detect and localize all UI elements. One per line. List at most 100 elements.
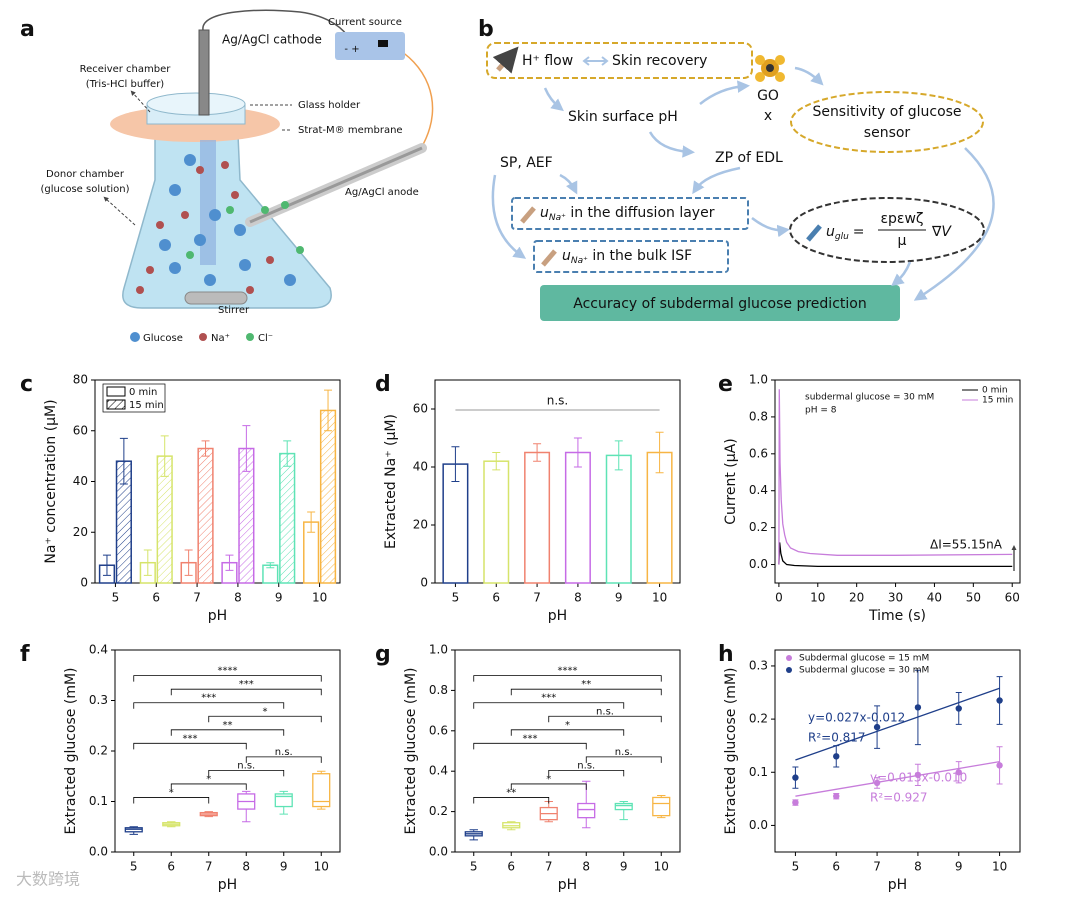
stirrer (184, 291, 248, 305)
node: H⁺ flow (522, 53, 573, 69)
legend-label: Na⁺ (211, 333, 230, 344)
bar (319, 409, 337, 584)
legend-marker (786, 655, 792, 661)
box (511, 197, 749, 230)
error-bar (184, 549, 193, 576)
y-tick-label: 60 (73, 423, 88, 437)
significance-bracket (133, 742, 247, 750)
axes-frame (774, 379, 1021, 584)
y-tick-label: 20 (413, 518, 428, 532)
y-tick-label: 80 (73, 373, 88, 387)
symbol: u (562, 248, 571, 264)
panel-label: h (718, 642, 734, 667)
y-tick-label: 0.0 (749, 557, 768, 571)
y-tick-label: 0.2 (749, 712, 768, 726)
x-tick-label: 6 (492, 591, 500, 605)
significance-label: n.s. (596, 706, 614, 717)
error-bar (160, 435, 169, 477)
particle (136, 286, 144, 294)
y-axis-label: Na⁺ concentration (μM) (43, 399, 59, 563)
x-tick-label: 5 (452, 591, 460, 605)
particle (226, 206, 234, 214)
diagram-a: Current source - + Ag/AgCl cathode Stirr… (40, 9, 434, 344)
box (652, 796, 671, 817)
flow-column (200, 140, 216, 265)
fit-r2: R²=0.927 (870, 791, 928, 805)
x-tick-label: 8 (574, 591, 582, 605)
y-tick-label: 0.2 (89, 744, 108, 758)
arrow (543, 87, 564, 112)
bar (279, 452, 296, 584)
error-bar (492, 452, 501, 471)
x-tick-label: 5 (792, 860, 800, 874)
axes-frame (434, 379, 681, 584)
legend-marker (130, 332, 140, 342)
legend-marker (246, 333, 254, 341)
denominator: μ (898, 233, 907, 249)
text: in the diffusion layer (566, 205, 715, 221)
arrow (794, 66, 824, 86)
diagram-b: H⁺ flow Skin recovery Skin surface pH GO… (486, 42, 995, 321)
legend-marker (199, 333, 207, 341)
legend-swatch (106, 399, 126, 410)
significance-bracket (473, 675, 662, 682)
significance-bracket (548, 715, 662, 723)
bar (483, 460, 510, 584)
significance-label: ** (581, 679, 591, 690)
y-tick-label: 40 (413, 460, 428, 474)
x-tick-label: 10 (314, 860, 329, 874)
x-tick-label: 5 (470, 860, 478, 874)
whisker (582, 780, 591, 829)
x-tick-label: 8 (242, 860, 250, 874)
error-bar (573, 437, 582, 468)
node: GO (757, 88, 779, 104)
error-bar (533, 443, 542, 462)
x-tick-label: 7 (193, 591, 201, 605)
current-source (335, 32, 405, 60)
significance-label: * (206, 774, 211, 785)
label: Strat-M® membrane (298, 125, 403, 136)
x-tick-label: 6 (832, 860, 840, 874)
display (378, 40, 388, 47)
label: (Tris-HCl buffer) (86, 79, 165, 90)
go-icon (755, 55, 785, 82)
error-bar (324, 389, 333, 432)
particle (159, 239, 171, 251)
label: Current source (328, 17, 402, 28)
x-tick-label: 6 (152, 591, 160, 605)
x-tick-label: 10 (312, 591, 327, 605)
error-bar (201, 440, 210, 457)
box (486, 42, 753, 79)
y-tick-label: 0.4 (89, 643, 108, 657)
wire (202, 9, 351, 41)
particle (221, 161, 229, 169)
significance-label: **** (558, 666, 578, 677)
legend-label: Subdermal glucose = 15 mM (799, 654, 929, 664)
significance-label: *** (183, 733, 198, 744)
error-bar (143, 549, 152, 576)
particle (194, 234, 206, 246)
panel-label: g (375, 642, 391, 667)
significance-label: * (169, 787, 174, 798)
point (873, 723, 881, 731)
box (540, 285, 900, 321)
x-tick-label: 6 (167, 860, 175, 874)
significance-label: ** (506, 787, 516, 798)
x-axis-label: Time (s) (868, 608, 926, 624)
node: ZP of EDL (715, 150, 783, 166)
box (790, 91, 984, 153)
flask (122, 134, 332, 309)
arrow (913, 147, 995, 301)
box (274, 793, 293, 808)
box (533, 240, 729, 273)
pointer (130, 90, 151, 113)
significance-bracket (170, 729, 285, 736)
particle (296, 246, 304, 254)
label: Donor chamber (46, 169, 125, 180)
x-tick-label: 9 (615, 591, 623, 605)
point (873, 779, 881, 787)
annotation: ΔI=55.15nA (930, 538, 1003, 552)
point (914, 704, 922, 711)
cathode (198, 29, 210, 116)
significance-bracket (170, 688, 322, 696)
